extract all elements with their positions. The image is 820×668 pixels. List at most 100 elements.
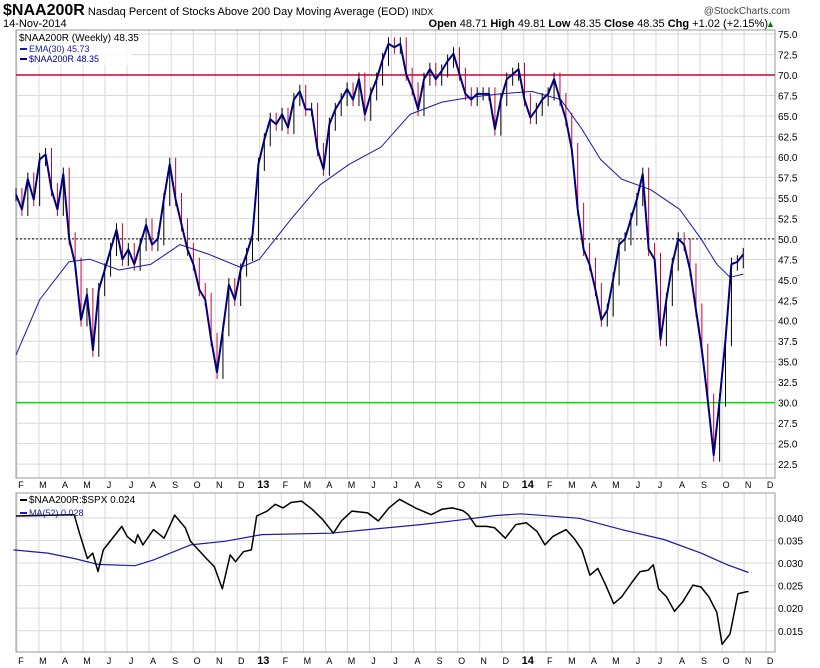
ma52-line [13,513,749,574]
month-label: A [62,656,68,666]
month-label: M [348,656,356,666]
y-tick-label: 62.5 [778,132,798,143]
y-tick-label: 75.0 [778,30,798,41]
month-label: J [658,480,663,490]
month-label: N [745,656,752,666]
title-text: Nasdaq Percent of Stocks Above 200 Day M… [87,6,409,18]
high-value: 49.81 [517,18,546,30]
ratio-legend: $NAA200R:$SPX 0.024 MA(52) 0.028 [20,495,136,518]
y-tick-label: 45.0 [778,276,798,287]
month-label: S [172,480,178,490]
open-label: Open [428,18,457,30]
month-label: S [701,480,707,490]
month-label: D [767,656,774,666]
month-label: N [745,480,752,490]
ratio-line [15,498,749,646]
y-tick-label: 40.0 [778,317,798,328]
month-label: S [172,656,178,666]
y-tick-label: 65.0 [778,112,798,123]
y-tick-label: 0.035 [778,536,803,547]
month-label: 14 [522,655,535,667]
chg-label: Chg [667,18,690,30]
month-label: M [348,480,356,490]
close-value: 48.35 [637,18,665,30]
month-label: A [415,480,421,490]
month-label: F [547,656,553,666]
month-label: S [437,656,443,666]
month-label: D [502,656,509,666]
month-label: O [723,656,730,666]
month-label: J [107,656,112,666]
month-label: D [238,656,245,666]
y-tick-label: 42.5 [778,296,798,307]
month-label: A [150,480,156,490]
month-label: J [129,656,134,666]
y-tick-label: 35.0 [778,358,798,369]
month-label: F [283,480,289,490]
y-tick-label: 0.015 [778,627,803,638]
month-label: M [83,480,91,490]
ohlc-summary: Open 48.71 High 49.81 Low 48.35 Close 48… [429,18,768,30]
month-label: M [304,480,312,490]
legend-ma52: MA(52) 0.028 [29,508,84,518]
month-label: D [502,480,509,490]
month-label: D [238,480,245,490]
month-label: J [636,656,641,666]
month-label: J [393,480,398,490]
month-label: J [129,480,134,490]
month-label: J [107,480,112,490]
month-label: O [723,480,730,490]
month-label: A [326,480,332,490]
month-label: S [701,656,707,666]
month-label: 14 [522,479,535,491]
month-label: O [194,480,201,490]
legend-close: $NAA200R 48.35 [29,54,99,64]
month-label: J [371,656,376,666]
y-tick-label: 50.0 [778,235,798,246]
y-tick-label: 32.5 [778,378,798,389]
month-label: J [636,480,641,490]
legend-ema: EMA(30) 45.73 [29,44,90,54]
legend-price: $NAA200R (Weekly) 48.35 [19,33,139,44]
month-label: A [62,480,68,490]
y-tick-label: 55.0 [778,194,798,205]
month-label: F [18,480,24,490]
y-tick-label: 0.030 [778,559,803,570]
y-tick-label: 37.5 [778,337,798,348]
month-label: A [591,656,597,666]
watermark: @StockCharts.com [703,6,790,17]
y-tick-label: 0.025 [778,582,803,593]
y-tick-label: 25.0 [778,440,798,451]
month-label: S [437,480,443,490]
month-label: M [83,656,91,666]
month-label: F [547,480,553,490]
month-label: N [480,656,487,666]
chg-value: +1.02 (+2.15%) [692,18,768,30]
exchange: INDX [411,7,434,17]
price-panel-frame [15,29,776,479]
month-label: A [591,480,597,490]
month-label: N [480,480,487,490]
month-label: J [393,656,398,666]
month-label: 13 [257,479,269,491]
ratio-panel-frame [15,492,776,653]
chart-title: $NAA200R Nasdaq Percent of Stocks Above … [3,2,433,20]
y-tick-label: 70.0 [778,71,798,82]
y-tick-label: 60.0 [778,153,798,164]
low-value: 48.35 [573,18,602,30]
month-label: M [39,480,47,490]
y-tick-label: 0.040 [778,514,803,525]
month-label: 13 [257,655,269,667]
month-label: O [194,656,201,666]
price-legend: $NAA200R (Weekly) 48.35 EMA(30) 45.73 $N… [17,31,139,65]
y-tick-label: 30.0 [778,399,798,410]
month-label: J [658,656,663,666]
month-label: F [283,656,289,666]
month-label: M [39,656,47,666]
y-tick-label: 72.5 [778,51,798,62]
y-tick-label: 0.020 [778,604,803,615]
month-label: M [304,656,312,666]
date-label: 14-Nov-2014 [3,18,67,30]
month-label: N [216,656,223,666]
